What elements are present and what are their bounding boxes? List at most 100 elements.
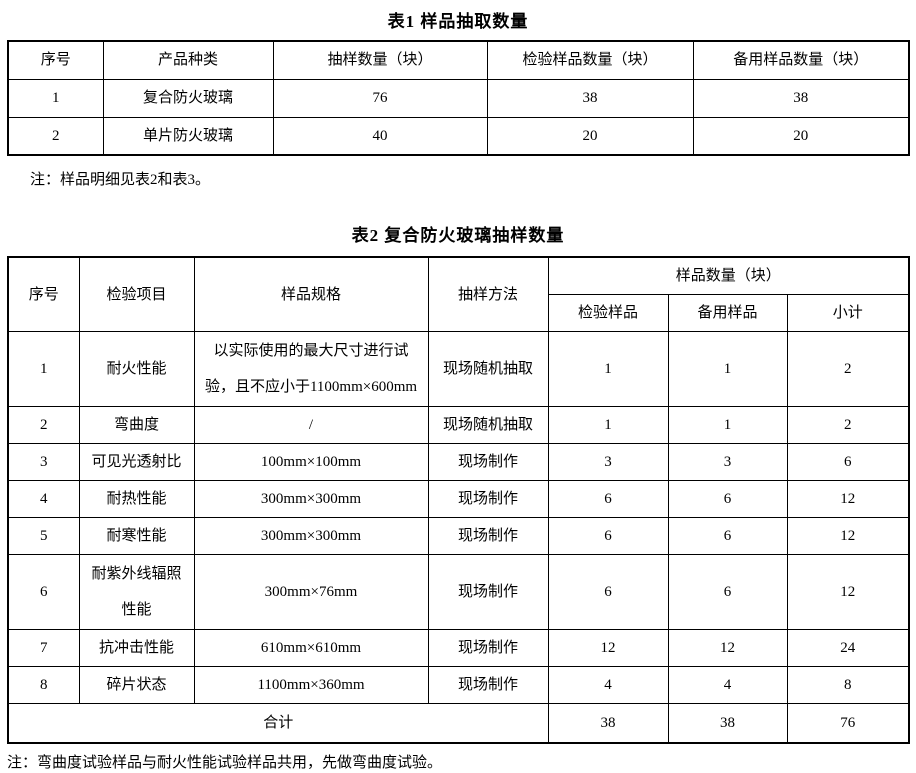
table1-title: 表1 样品抽取数量	[387, 12, 529, 31]
cell-method: 现场制作	[427, 517, 549, 555]
cell-spare-qty: 38	[692, 78, 910, 118]
cell-sampling-qty: 76	[272, 78, 488, 118]
cell-method: 现场制作	[427, 443, 549, 481]
cell-item: 耐寒性能	[78, 517, 195, 555]
table2-row: 7 抗冲击性能 610mm×610mm 现场制作 12 12 24	[7, 629, 910, 667]
cell-test-qty: 1	[547, 406, 669, 444]
cell-subtotal: 24	[786, 629, 910, 667]
cell-sampling-qty: 40	[272, 116, 488, 156]
cell-method: 现场制作	[427, 666, 549, 704]
table2-row: 8 碎片状态 1100mm×360mm 现场制作 4 4 8	[7, 666, 910, 704]
cell-method: 现场制作	[427, 480, 549, 518]
cell-no: 6	[7, 554, 80, 630]
cell-total-spare-qty: 38	[667, 703, 788, 743]
table2-title: 表2 复合防火玻璃抽样数量	[351, 226, 565, 245]
cell-method: 现场随机抽取	[427, 331, 549, 407]
table2-header-test-sample: 检验样品	[547, 294, 669, 332]
cell-test-qty: 6	[547, 480, 669, 518]
cell-test-qty: 1	[547, 331, 669, 407]
cell-item: 可见光透射比	[78, 443, 195, 481]
cell-subtotal: 12	[786, 480, 910, 518]
table1-header-row: 序号 产品种类 抽样数量（块） 检验样品数量（块） 备用样品数量（块）	[7, 40, 910, 80]
cell-item: 耐紫外线辐照 性能	[78, 554, 195, 630]
cell-spare-qty: 6	[667, 517, 788, 555]
table2-row: 6 耐紫外线辐照 性能 300mm×76mm 现场制作 6 6 12	[7, 554, 910, 630]
cell-total-test-qty: 38	[547, 703, 669, 743]
cell-subtotal: 2	[786, 331, 910, 407]
cell-no: 5	[7, 517, 80, 555]
cell-spare-qty: 12	[667, 629, 788, 667]
cell-spec: 1100mm×360mm	[193, 666, 429, 704]
cell-method: 现场制作	[427, 629, 549, 667]
cell-subtotal: 6	[786, 443, 910, 481]
table1-header-spare-qty: 备用样品数量（块）	[692, 40, 910, 80]
table2: 序号 检验项目 样品规格 抽样方法 样品数量（块） 检验样品 备用样品 小计 1…	[7, 256, 911, 744]
cell-item: 抗冲击性能	[78, 629, 195, 667]
cell-test-qty: 3	[547, 443, 669, 481]
table1: 序号 产品种类 抽样数量（块） 检验样品数量（块） 备用样品数量（块） 1 复合…	[7, 40, 910, 156]
cell-total-subtotal: 76	[786, 703, 910, 743]
table2-header-quantity-group: 样品数量（块）	[547, 256, 910, 295]
cell-total-label: 合计	[7, 703, 549, 743]
cell-test-qty: 6	[547, 517, 669, 555]
cell-no: 2	[7, 406, 80, 444]
table2-header-row-1: 序号 检验项目 样品规格 抽样方法 样品数量（块）	[7, 256, 910, 332]
cell-no: 4	[7, 480, 80, 518]
table2-header-subtotal: 小计	[786, 294, 910, 332]
cell-spare-qty: 1	[667, 406, 788, 444]
table2-row: 4 耐热性能 300mm×300mm 现场制作 6 6 12	[7, 480, 910, 518]
cell-spare-qty: 4	[667, 666, 788, 704]
cell-item: 耐热性能	[78, 480, 195, 518]
cell-subtotal: 12	[786, 554, 910, 630]
cell-subtotal: 12	[786, 517, 910, 555]
cell-spec: 300mm×76mm	[193, 554, 429, 630]
cell-item: 弯曲度	[78, 406, 195, 444]
cell-spec: 300mm×300mm	[193, 480, 429, 518]
table2-header-row-2: 检验样品 备用样品 小计	[8, 294, 910, 332]
table1-header-product: 产品种类	[102, 40, 274, 80]
cell-spec: /	[193, 406, 429, 444]
table1-header-test-qty: 检验样品数量（块）	[486, 40, 694, 80]
cell-spare-qty: 1	[667, 331, 788, 407]
table1-header-sampling-qty: 抽样数量（块）	[272, 40, 488, 80]
cell-spare-qty: 6	[667, 554, 788, 630]
table1-row: 1 复合防火玻璃 76 38 38	[7, 78, 910, 118]
cell-spare-qty: 20	[692, 116, 910, 156]
table1-note: 注：样品明细见表2和表3。	[30, 172, 211, 188]
cell-no: 1	[7, 331, 80, 407]
cell-product: 复合防火玻璃	[102, 78, 274, 118]
cell-spec: 610mm×610mm	[193, 629, 429, 667]
cell-subtotal: 8	[786, 666, 910, 704]
cell-no: 2	[7, 116, 104, 156]
cell-test-qty: 20	[486, 116, 694, 156]
table2-row: 1 耐火性能 以实际使用的最大尺寸进行试 验，且不应小于1100mm×600mm…	[7, 331, 910, 407]
cell-spec: 以实际使用的最大尺寸进行试 验，且不应小于1100mm×600mm	[193, 331, 429, 407]
table2-header-no: 序号	[7, 256, 80, 332]
cell-no: 8	[7, 666, 80, 704]
table2-header-method: 抽样方法	[427, 256, 549, 332]
cell-product: 单片防火玻璃	[102, 116, 274, 156]
cell-spec: 100mm×100mm	[193, 443, 429, 481]
cell-spec: 300mm×300mm	[193, 517, 429, 555]
cell-no: 3	[7, 443, 80, 481]
cell-test-qty: 6	[547, 554, 669, 630]
table2-header-item: 检验项目	[78, 256, 195, 332]
cell-spare-qty: 6	[667, 480, 788, 518]
table1-row: 2 单片防火玻璃 40 20 20	[7, 116, 910, 156]
table1-header-no: 序号	[7, 40, 104, 80]
cell-item: 碎片状态	[78, 666, 195, 704]
table2-row: 2 弯曲度 / 现场随机抽取 1 1 2	[7, 406, 910, 444]
table2-header-spec: 样品规格	[193, 256, 429, 332]
table2-header-spare-sample: 备用样品	[667, 294, 788, 332]
table2-row: 5 耐寒性能 300mm×300mm 现场制作 6 6 12	[7, 517, 910, 555]
cell-subtotal: 2	[786, 406, 910, 444]
table2-note: 注：弯曲度试验样品与耐火性能试验样品共用，先做弯曲度试验。	[7, 754, 443, 771]
cell-spare-qty: 3	[667, 443, 788, 481]
cell-item: 耐火性能	[78, 331, 195, 407]
cell-method: 现场制作	[427, 554, 549, 630]
cell-no: 7	[7, 629, 80, 667]
cell-test-qty: 4	[547, 666, 669, 704]
table2-row: 3 可见光透射比 100mm×100mm 现场制作 3 3 6	[7, 443, 910, 481]
table2-total-row: 合计 38 38 76	[7, 703, 910, 743]
